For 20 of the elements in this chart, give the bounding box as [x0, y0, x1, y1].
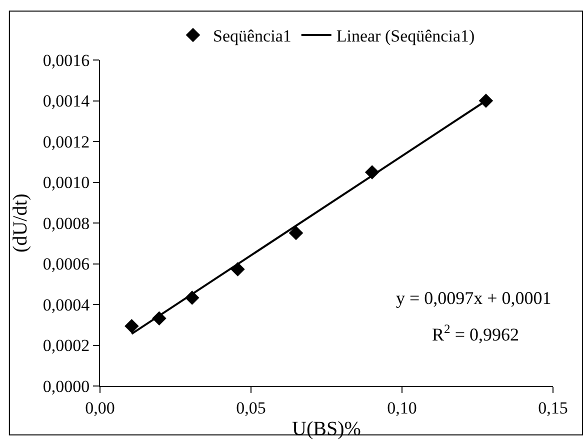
- y-tick-label: 0,0008: [42, 214, 90, 233]
- legend-label: Seqüência1: [213, 26, 292, 46]
- x-tick-label: 0,10: [387, 398, 417, 418]
- point: [288, 226, 304, 240]
- y-tick-label: 0,0006: [42, 254, 90, 274]
- x-tick-label: 0,00: [85, 398, 115, 418]
- y-tick-label: 0,0016: [42, 50, 90, 70]
- annotation: y = 0,0097x + 0,0001: [396, 288, 552, 308]
- y-axis-title: (dU/dt): [9, 194, 32, 252]
- y-tick-label: 0,0000: [42, 376, 90, 396]
- x-tick-label: 0,05: [236, 398, 266, 418]
- y-tick-label: 0,0004: [42, 295, 90, 314]
- legend-label: Linear (Seqüência1): [336, 26, 475, 46]
- point: [124, 318, 139, 334]
- y-tick-label: 0,0014: [42, 92, 90, 111]
- annotation: R$^{2}$ = 0,9962: [432, 322, 519, 345]
- x-tick-label: 0,15: [538, 398, 568, 418]
- y-tick-label: 0,0012: [42, 132, 90, 152]
- y-tick-label: 0,0010: [42, 173, 90, 192]
- y-tick-label: 0,0002: [42, 336, 90, 356]
